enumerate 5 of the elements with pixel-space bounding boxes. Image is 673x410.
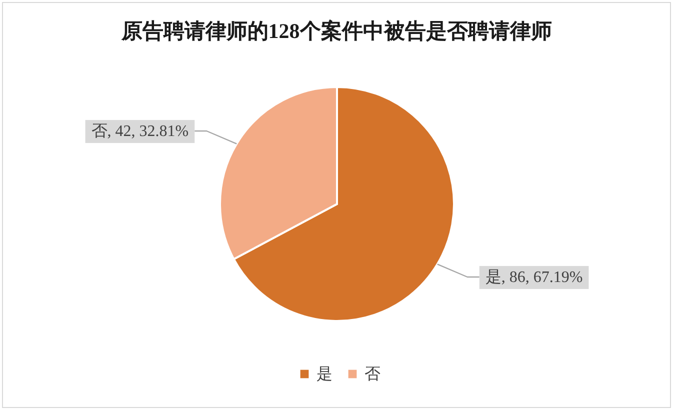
legend-label: 是 — [316, 366, 332, 383]
data-label: 否, 42, 32.81% — [91, 122, 189, 140]
data-label: 是, 86, 67.19% — [485, 269, 583, 286]
chart-title: 原告聘请律师的128个案件中被告是否聘请律师 — [120, 19, 552, 43]
legend-label: 否 — [364, 366, 380, 383]
